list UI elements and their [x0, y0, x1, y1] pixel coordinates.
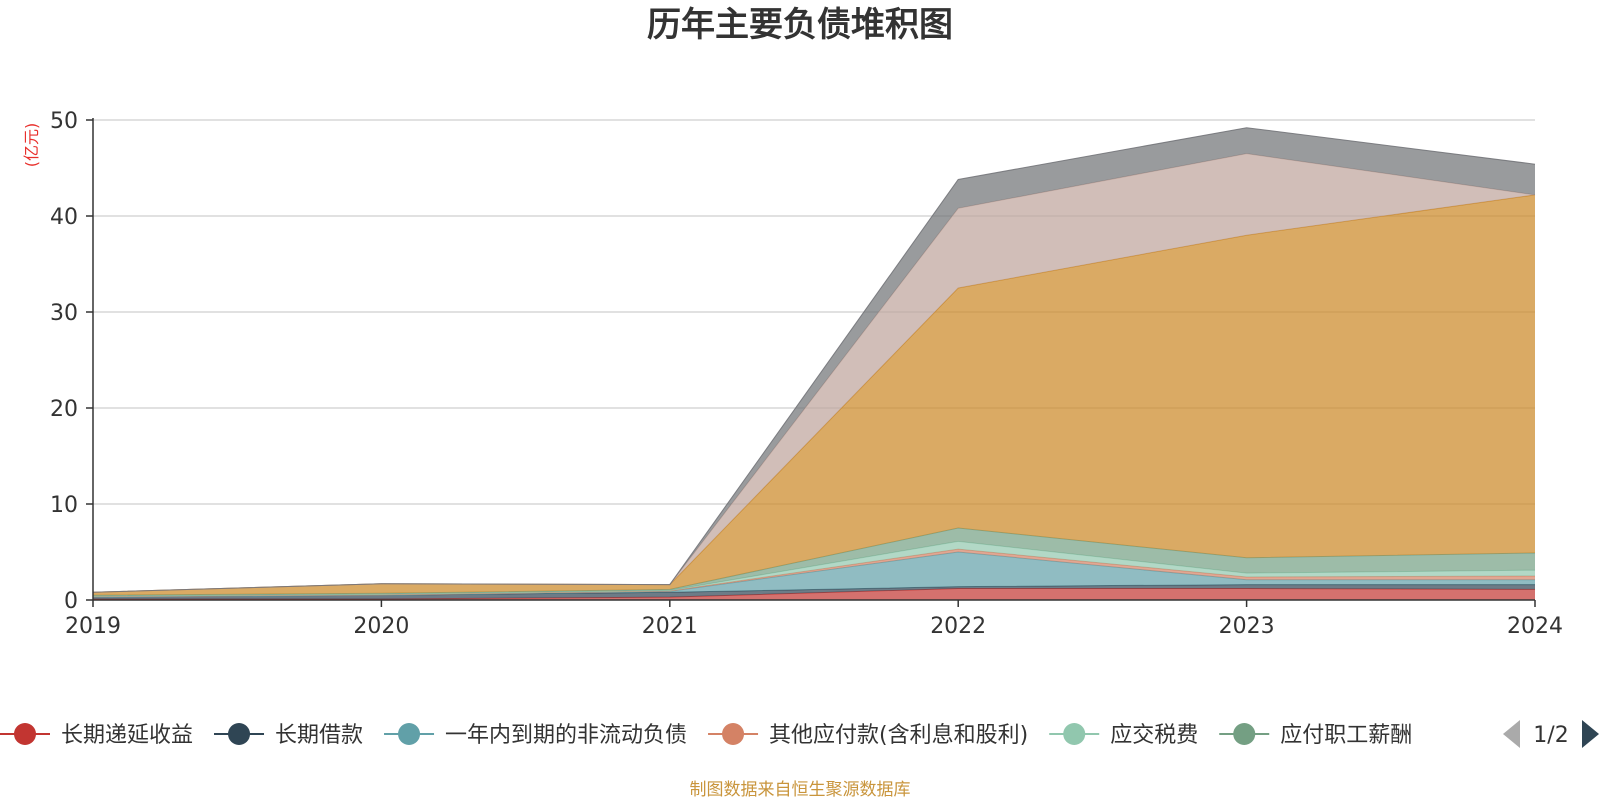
legend-marker-icon [398, 723, 421, 745]
legend-marker-icon [228, 723, 251, 745]
y-tick-label: 0 [64, 589, 78, 614]
legend-pager: 1/2 [1503, 720, 1599, 748]
y-tick-label: 30 [50, 301, 78, 326]
legend-item[interactable]: 长期递延收益 [0, 723, 193, 748]
legend-label: 长期借款 [275, 723, 363, 748]
area-series-6 [93, 194, 1535, 596]
legend-item[interactable]: 长期借款 [214, 723, 363, 748]
series-line-8 [92, 127, 1536, 593]
legend-item[interactable]: 应交税费 [1049, 723, 1198, 748]
legend-label: 其他应付款(含利息和股利) [769, 723, 1028, 748]
y-tick-label: 10 [50, 493, 78, 518]
x-tick-label: 2021 [642, 614, 698, 639]
legend-label: 应付职工薪酬 [1280, 723, 1412, 748]
legend-marker-icon [1233, 723, 1256, 745]
legend-label: 应交税费 [1110, 723, 1198, 748]
area-series-8 [93, 127, 1535, 593]
area-series-7 [93, 153, 1535, 593]
area-series-5 [93, 528, 1535, 597]
y-tick-label: 50 [50, 109, 78, 134]
data-source-note: 制图数据来自恒生聚源数据库 [690, 780, 911, 800]
axes: 0 10 20 30 40 50 2019 2020 2021 2022 2023 2024 [50, 109, 1563, 639]
x-tick-label: 2019 [65, 614, 121, 639]
x-tick-label: 2024 [1507, 614, 1563, 639]
legend-label: 一年内到期的非流动负债 [445, 723, 687, 748]
area-series-2 [93, 552, 1535, 598]
area-series-1 [93, 584, 1535, 599]
y-tick-label: 20 [50, 397, 78, 422]
chart-title: 历年主要负债堆积图 [647, 5, 953, 45]
legend-marker-icon [722, 723, 745, 745]
legend-page-indicator: 1/2 [1533, 723, 1568, 748]
legend: 长期递延收益 长期借款 一年内到期的非流动负债 其他应付款(含利息和股利) 应交税费 应付… [0, 720, 1599, 748]
legend-item[interactable]: 一年内到期的非流动负债 [384, 723, 687, 748]
legend-label: 长期递延收益 [61, 723, 193, 748]
area-series-4 [93, 541, 1535, 597]
legend-item[interactable]: 应付职工薪酬 [1219, 723, 1412, 748]
x-tick-label: 2022 [930, 614, 986, 639]
triangle-right-icon[interactable] [1582, 720, 1599, 748]
x-tick-label: 2020 [353, 614, 409, 639]
y-tick-label: 40 [50, 205, 78, 230]
area-series-0 [93, 588, 1535, 600]
x-tick-label: 2023 [1219, 614, 1275, 639]
y-axis-unit: (亿元) [22, 123, 41, 168]
legend-item[interactable]: 其他应付款(含利息和股利) [708, 723, 1028, 748]
legend-marker-icon [1063, 723, 1086, 745]
triangle-left-icon[interactable] [1503, 720, 1520, 748]
legend-items: 长期递延收益 长期借款 一年内到期的非流动负债 其他应付款(含利息和股利) 应交税费 应付… [0, 723, 1412, 748]
area-series [92, 127, 1536, 600]
legend-marker-icon [14, 723, 36, 745]
